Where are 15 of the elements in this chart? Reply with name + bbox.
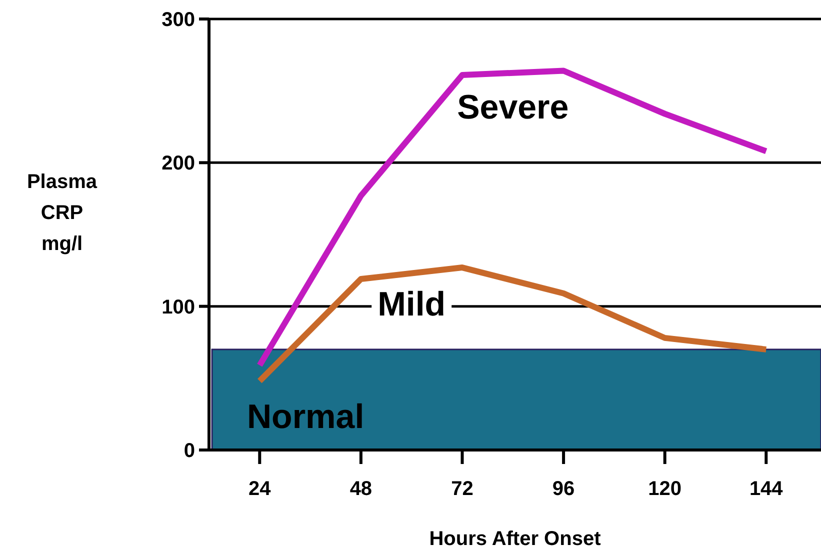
y-tick-label: 200 (162, 152, 195, 175)
y-tick-label: 0 (184, 440, 195, 462)
y-tick-label: 100 (162, 296, 195, 318)
band-label: Normal (247, 398, 364, 436)
x-axis-title: Hours After Onset (429, 528, 602, 549)
series-label: Mild (378, 286, 446, 324)
x-tick-label: 96 (552, 478, 575, 500)
y-axis-title: Plasma CRP mg/l (26, 171, 98, 255)
y-tick-label: 300 (162, 9, 195, 31)
series-label: Severe (457, 88, 569, 127)
x-tick-label: 72 (451, 478, 474, 500)
x-tick-label: 144 (749, 478, 784, 500)
x-tick-label: 120 (648, 478, 682, 500)
x-tick-label: 24 (248, 478, 272, 500)
x-tick-label: 48 (350, 478, 372, 500)
